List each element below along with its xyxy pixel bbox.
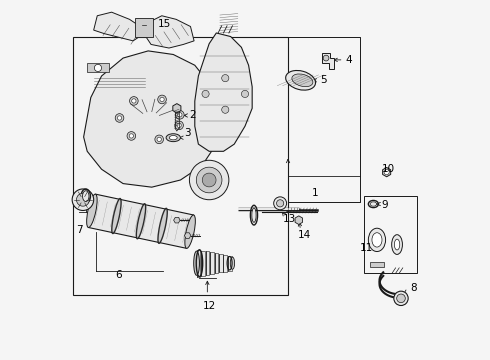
Circle shape: [221, 75, 229, 82]
Polygon shape: [173, 217, 180, 223]
Text: 2: 2: [190, 111, 196, 121]
Circle shape: [72, 189, 94, 211]
Ellipse shape: [87, 194, 97, 228]
Bar: [73, 37, 288, 295]
Text: 7: 7: [76, 225, 83, 235]
Ellipse shape: [158, 208, 167, 243]
Bar: [210, 252, 214, 274]
Circle shape: [129, 134, 133, 138]
Text: 13: 13: [283, 215, 296, 224]
Text: 12: 12: [202, 301, 216, 311]
Circle shape: [397, 294, 405, 303]
Circle shape: [132, 99, 136, 103]
Polygon shape: [173, 104, 181, 113]
Text: 5: 5: [320, 75, 327, 85]
Bar: [201, 251, 205, 276]
Text: 1: 1: [311, 188, 318, 198]
Circle shape: [202, 90, 209, 98]
Circle shape: [115, 114, 124, 122]
Circle shape: [157, 137, 161, 141]
Ellipse shape: [368, 228, 386, 252]
Circle shape: [221, 106, 229, 113]
Ellipse shape: [185, 215, 196, 248]
Circle shape: [129, 96, 138, 105]
Text: 11: 11: [360, 243, 373, 253]
Polygon shape: [144, 16, 194, 48]
Ellipse shape: [392, 235, 402, 255]
Circle shape: [202, 173, 216, 187]
Polygon shape: [295, 216, 302, 225]
Text: 9: 9: [381, 200, 388, 210]
Circle shape: [160, 97, 164, 102]
Circle shape: [323, 55, 329, 61]
Ellipse shape: [370, 202, 377, 206]
Bar: [215, 253, 219, 273]
Bar: [87, 63, 109, 72]
Text: 4: 4: [345, 55, 352, 65]
Bar: [228, 256, 232, 271]
Polygon shape: [383, 167, 391, 177]
Ellipse shape: [286, 71, 316, 90]
Ellipse shape: [82, 191, 89, 202]
Circle shape: [196, 167, 222, 193]
Polygon shape: [195, 33, 252, 151]
Bar: [196, 250, 200, 276]
Ellipse shape: [292, 74, 313, 87]
Circle shape: [190, 160, 229, 200]
Circle shape: [394, 291, 408, 306]
Ellipse shape: [252, 208, 256, 222]
Circle shape: [178, 113, 182, 117]
Polygon shape: [88, 194, 194, 248]
Circle shape: [175, 111, 184, 119]
Circle shape: [175, 121, 183, 130]
Bar: [364, 196, 417, 273]
Ellipse shape: [194, 251, 199, 275]
Circle shape: [242, 90, 248, 98]
Bar: [135, 18, 153, 37]
Bar: [223, 255, 227, 271]
Ellipse shape: [372, 233, 382, 247]
Text: 6: 6: [116, 270, 122, 280]
Circle shape: [155, 135, 164, 144]
Ellipse shape: [394, 239, 400, 250]
Circle shape: [118, 116, 122, 120]
Ellipse shape: [230, 257, 235, 269]
Text: 8: 8: [410, 283, 416, 293]
Ellipse shape: [170, 135, 177, 140]
Circle shape: [76, 193, 89, 206]
Text: 3: 3: [184, 129, 191, 138]
Text: 15: 15: [158, 19, 171, 29]
Circle shape: [274, 197, 287, 210]
Circle shape: [276, 200, 284, 207]
Ellipse shape: [166, 134, 180, 141]
Circle shape: [384, 170, 389, 175]
Polygon shape: [84, 51, 220, 187]
Polygon shape: [322, 53, 334, 69]
Text: 10: 10: [382, 164, 395, 174]
Ellipse shape: [112, 198, 121, 234]
Text: 14: 14: [298, 230, 311, 239]
Circle shape: [158, 95, 166, 104]
Bar: [205, 251, 209, 275]
Circle shape: [177, 123, 181, 127]
Circle shape: [127, 132, 136, 140]
Polygon shape: [94, 12, 144, 41]
Bar: [370, 262, 384, 267]
Polygon shape: [184, 233, 191, 238]
Bar: [219, 254, 223, 273]
Ellipse shape: [136, 204, 146, 239]
Circle shape: [95, 64, 101, 72]
